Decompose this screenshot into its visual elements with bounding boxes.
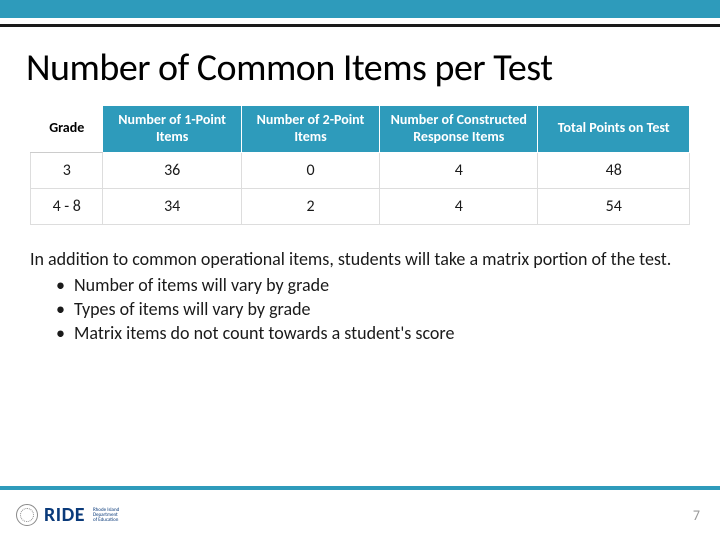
body-lead: In addition to common operational items,…	[30, 247, 690, 271]
logo-word: RIDE	[44, 503, 85, 527]
col-header-1pt: Number of 1-Point Items	[103, 106, 241, 153]
col-header-2pt: Number of 2-Point Items	[241, 106, 379, 153]
cell-cr: 4	[380, 188, 538, 224]
logo-subtitle: Rhode Island Department of Education	[93, 508, 119, 523]
footer: RIDE Rhode Island Department of Educatio…	[0, 486, 720, 540]
col-header-total: Total Points on Test	[538, 106, 690, 153]
top-accent-band	[0, 0, 720, 18]
table-header-row: Grade Number of 1-Point Items Number of …	[31, 106, 690, 153]
col-header-grade: Grade	[31, 106, 103, 153]
logo-sub-line: of Education	[93, 518, 119, 523]
seal-icon	[16, 504, 38, 526]
bullet-list: Number of items will vary by grade Types…	[30, 273, 690, 346]
list-item: Number of items will vary by grade	[74, 273, 690, 297]
cell-2pt: 2	[241, 188, 379, 224]
cell-2pt: 0	[241, 152, 379, 188]
col-header-cr: Number of Constructed Response Items	[380, 106, 538, 153]
cell-total: 48	[538, 152, 690, 188]
ride-logo: RIDE Rhode Island Department of Educatio…	[16, 503, 119, 527]
cell-grade: 4 - 8	[31, 188, 103, 224]
cell-total: 54	[538, 188, 690, 224]
items-table: Grade Number of 1-Point Items Number of …	[30, 105, 690, 225]
table-row: 3 36 0 4 48	[31, 152, 690, 188]
cell-1pt: 36	[103, 152, 241, 188]
page-number: 7	[693, 507, 700, 524]
cell-grade: 3	[31, 152, 103, 188]
table-row: 4 - 8 34 2 4 54	[31, 188, 690, 224]
list-item: Types of items will vary by grade	[74, 297, 690, 321]
page-title: Number of Common Items per Test	[0, 27, 720, 105]
body-text: In addition to common operational items,…	[30, 247, 690, 346]
cell-1pt: 34	[103, 188, 241, 224]
cell-cr: 4	[380, 152, 538, 188]
list-item: Matrix items do not count towards a stud…	[74, 321, 690, 345]
